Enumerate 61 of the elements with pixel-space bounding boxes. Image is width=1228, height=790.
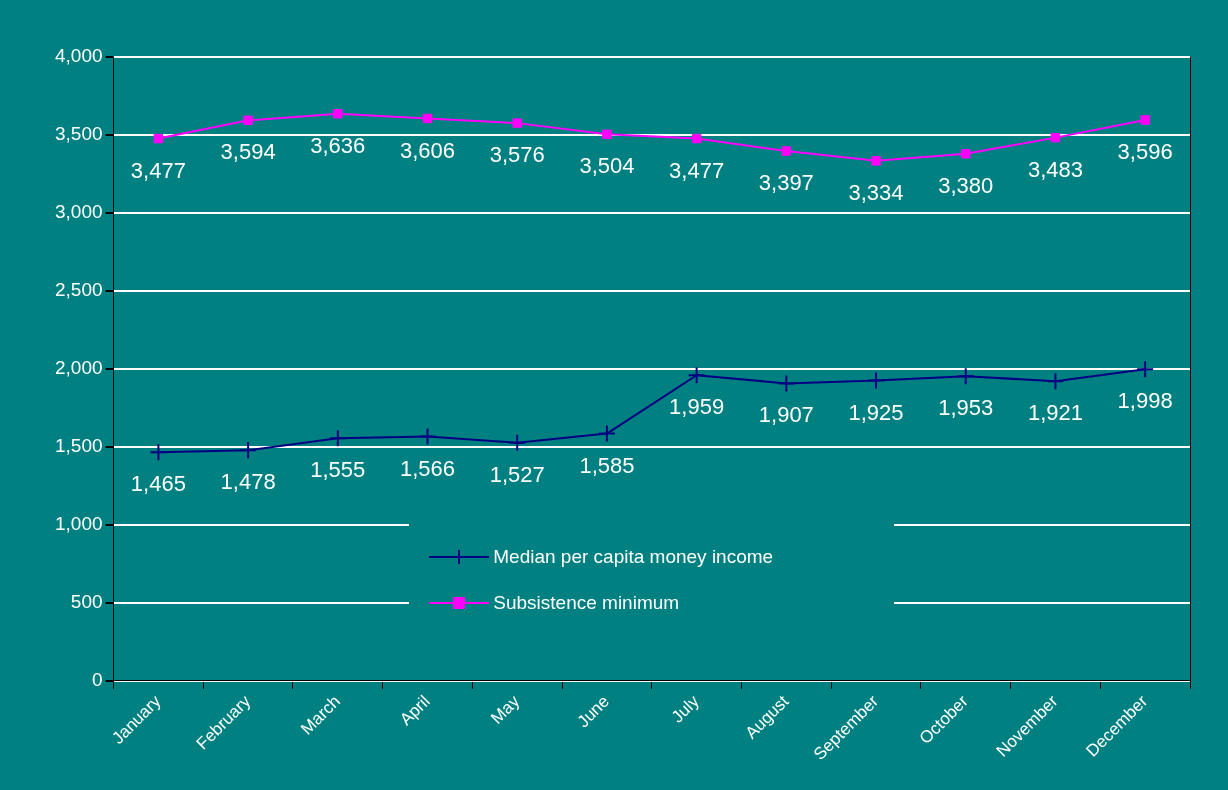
y-tick-label: 2,500 bbox=[55, 279, 103, 301]
x-tick-label: July bbox=[667, 691, 704, 727]
y-tick-label: 1,500 bbox=[55, 435, 103, 457]
y-tick-label: 4,000 bbox=[55, 45, 103, 67]
data-label: 3,594 bbox=[220, 139, 276, 165]
point bbox=[418, 427, 437, 446]
data-label: 3,596 bbox=[1117, 139, 1173, 165]
y-tick-label: 3,500 bbox=[55, 123, 103, 145]
point bbox=[149, 443, 168, 462]
data-label: 1,953 bbox=[938, 395, 994, 421]
data-label: 1,907 bbox=[758, 402, 814, 428]
point bbox=[961, 148, 971, 159]
data-label: 1,478 bbox=[220, 469, 276, 495]
point bbox=[1136, 360, 1155, 379]
data-label: 1,527 bbox=[489, 461, 545, 487]
point bbox=[512, 118, 522, 128]
data-label: 3,397 bbox=[758, 170, 814, 196]
data-label: 1,925 bbox=[848, 399, 904, 425]
data-label: 1,465 bbox=[130, 471, 186, 497]
point bbox=[687, 366, 706, 385]
data-label: 3,504 bbox=[579, 153, 635, 179]
data-label: 1,998 bbox=[1117, 388, 1173, 414]
point bbox=[1140, 115, 1150, 125]
point bbox=[956, 367, 975, 386]
data-label: 1,921 bbox=[1027, 400, 1083, 426]
point bbox=[597, 424, 616, 443]
point bbox=[777, 374, 796, 393]
data-label: 3,483 bbox=[1027, 156, 1083, 182]
point bbox=[1050, 132, 1061, 143]
point bbox=[691, 133, 702, 144]
point bbox=[153, 133, 164, 144]
legend-label: Subsistence minimum bbox=[493, 591, 680, 614]
data-label: 1,566 bbox=[399, 455, 456, 481]
point bbox=[781, 146, 792, 156]
point bbox=[333, 109, 343, 119]
point bbox=[508, 433, 527, 452]
y-tick-label: 2,000 bbox=[55, 357, 103, 379]
data-label: 3,636 bbox=[310, 132, 366, 158]
data-label: 3,380 bbox=[938, 172, 994, 198]
point bbox=[243, 115, 253, 126]
point bbox=[867, 371, 886, 390]
legend-label: Median per capita money income bbox=[493, 545, 774, 568]
point bbox=[1046, 372, 1065, 391]
point bbox=[602, 129, 612, 140]
data-label: 3,477 bbox=[130, 157, 186, 183]
y-tick-label: 0 bbox=[91, 669, 103, 691]
point bbox=[871, 156, 881, 166]
data-label: 3,334 bbox=[848, 179, 904, 205]
y-tick-label: 500 bbox=[70, 591, 103, 613]
data-label: 1,585 bbox=[579, 452, 635, 478]
data-label: 3,576 bbox=[489, 142, 545, 168]
x-tick-label: May bbox=[487, 691, 524, 728]
data-label: 3,606 bbox=[399, 137, 456, 163]
point bbox=[422, 113, 433, 124]
data-label: 1,555 bbox=[310, 457, 366, 483]
point bbox=[328, 429, 347, 448]
data-label: 3,477 bbox=[669, 157, 725, 183]
point bbox=[239, 441, 258, 460]
y-tick-label: 1,000 bbox=[55, 513, 103, 535]
data-label: 1,959 bbox=[669, 394, 725, 420]
y-tick-label: 3,000 bbox=[55, 201, 103, 223]
